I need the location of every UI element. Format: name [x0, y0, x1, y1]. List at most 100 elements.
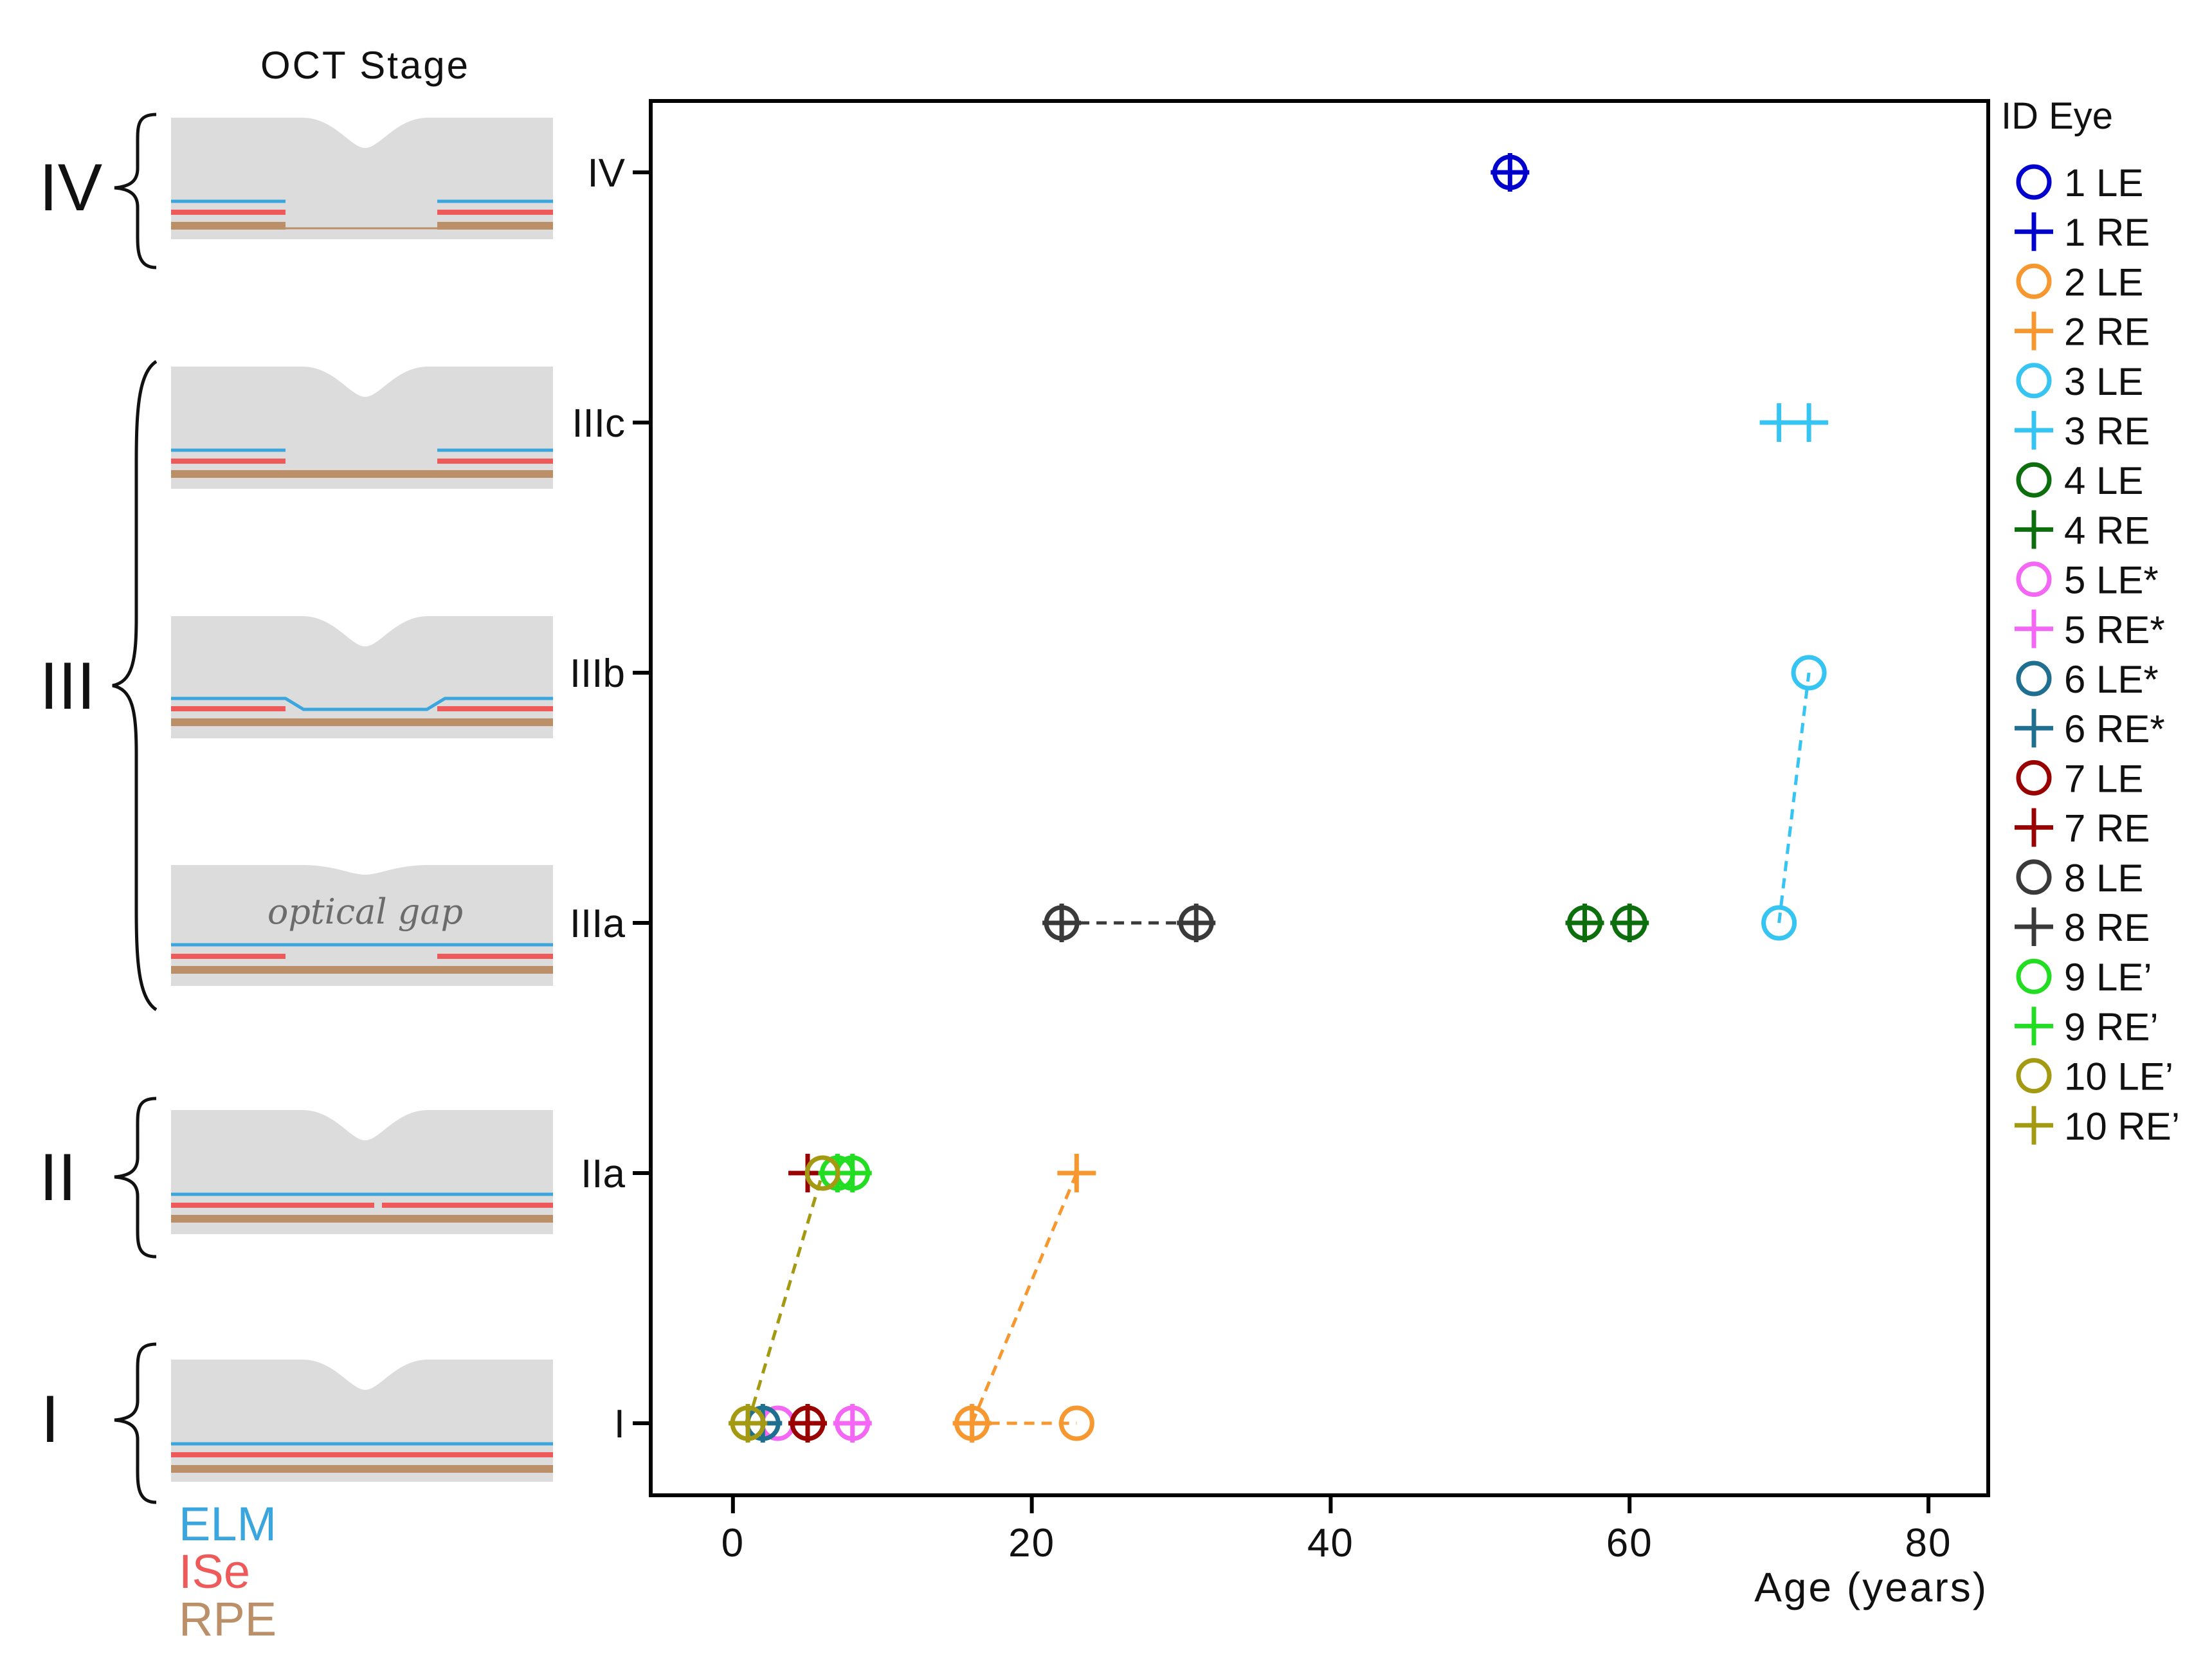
y-tick-label-iiic: IIIc	[572, 401, 625, 446]
stage-i-brace	[114, 1342, 157, 1504]
data-point-5-1	[1761, 905, 1797, 941]
data-markers	[729, 153, 1829, 1443]
legend-marker-14	[2015, 808, 2053, 847]
legend-label-5: 3 LE	[2064, 360, 2143, 403]
legend-label-2: 1 RE	[2064, 211, 2150, 254]
legend-marker-15	[2016, 859, 2052, 895]
x-axis: 0 20 40 60 80	[721, 1495, 1952, 1565]
legend-marker-17	[2016, 958, 2052, 994]
data-point-19-2	[804, 1155, 840, 1191]
data-point-3-2	[1058, 1405, 1094, 1441]
legend-label-6: 3 RE	[2064, 410, 2150, 453]
stage-iv-tissue	[171, 118, 553, 239]
legend-label-14: 7 RE	[2064, 807, 2150, 850]
data-point-20-1	[729, 1404, 768, 1443]
legend-label-18: 9 RE’	[2064, 1005, 2159, 1048]
legend-marker-11	[2016, 660, 2052, 697]
stage-iv-label: IV	[39, 150, 102, 225]
stage-i-label: I	[41, 1382, 60, 1457]
x-tick-label-80: 80	[1905, 1521, 1952, 1565]
optical-gap-label: optical gap	[267, 891, 463, 932]
data-point-14-1	[788, 1404, 828, 1443]
legend-label-19: 10 LE’	[2064, 1055, 2173, 1098]
stage-i-schematic: I	[41, 1342, 553, 1504]
legend-marker-1	[2016, 164, 2052, 200]
legend-label-16: 8 RE	[2064, 906, 2150, 949]
stage-iii-label: III	[40, 649, 96, 724]
data-point-16-2	[1177, 904, 1216, 942]
stage-i-tissue	[171, 1360, 553, 1482]
legend-marker-5	[2016, 363, 2052, 399]
data-point-2-1	[1491, 153, 1530, 192]
legend-marker-16	[2015, 907, 2053, 946]
legend-label-20: 10 RE’	[2064, 1105, 2180, 1148]
data-point-16-1	[1042, 904, 1082, 942]
stage-iv-schematic: IV	[39, 113, 553, 269]
legend-label-10: 5 RE*	[2064, 608, 2165, 651]
y-tick-label-iia: IIa	[581, 1152, 625, 1196]
stage-iiic-tissue	[171, 367, 553, 489]
legend-marker-19	[2016, 1058, 2052, 1094]
stage-iii-group: III	[40, 360, 158, 1012]
legend-label-8: 4 RE	[2064, 509, 2150, 552]
legend-label-12: 6 RE*	[2064, 707, 2165, 751]
data-point-8-1	[1565, 904, 1604, 942]
legend-marker-7	[2016, 462, 2052, 498]
legend-label-15: 8 LE	[2064, 857, 2143, 900]
legend-marker-8	[2015, 510, 2053, 549]
legend-marker-4	[2015, 311, 2053, 351]
data-point-6-2	[1790, 403, 1829, 442]
layer-legend: ELM ISe RPE	[179, 1497, 276, 1646]
stage-ii-schematic: II	[39, 1097, 553, 1259]
data-point-10-1	[833, 1404, 872, 1443]
legend-marker-6	[2015, 411, 2053, 450]
legend-label-17: 9 LE’	[2064, 956, 2152, 999]
legend-label-7: 4 LE	[2064, 459, 2143, 502]
legend-label-1: 1 LE	[2064, 161, 2143, 205]
connection-line-19-1	[746, 1172, 824, 1424]
x-tick-label-20: 20	[1008, 1521, 1055, 1565]
legend-marker-12	[2015, 709, 2053, 748]
x-axis-label: Age (years)	[1754, 1564, 1988, 1610]
y-tick-label-iiib: IIIb	[570, 651, 625, 696]
legend-label-3: 2 LE	[2064, 260, 2143, 304]
layer-legend-ise: ISe	[179, 1545, 250, 1598]
legend-marker-20	[2015, 1106, 2053, 1145]
layer-legend-rpe: RPE	[179, 1592, 276, 1646]
legend-label-11: 6 LE*	[2064, 658, 2159, 701]
legend-marker-13	[2016, 760, 2052, 796]
data-point-5-2	[1791, 655, 1827, 691]
legend-label-9: 5 LE*	[2064, 559, 2159, 602]
x-tick-label-40: 40	[1307, 1521, 1354, 1565]
diagram-title: OCT Stage	[260, 44, 470, 87]
legend-marker-2	[2015, 212, 2053, 251]
y-tick-label-iiia: IIIa	[570, 902, 626, 946]
connection-line-5-1	[1777, 672, 1811, 924]
y-tick-label-i: I	[614, 1402, 625, 1446]
stage-iiib-schematic	[171, 616, 553, 738]
legend-label-13: 7 LE	[2064, 757, 2143, 800]
stage-iiia-schematic: optical gap	[171, 865, 553, 986]
connection-line-4-1	[970, 1172, 1078, 1424]
data-point-4-1	[952, 1404, 992, 1443]
data-point-4-2	[1057, 1154, 1096, 1192]
stage-iv-brace	[114, 113, 157, 269]
x-tick-label-60: 60	[1606, 1521, 1653, 1565]
x-tick-label-0: 0	[721, 1521, 745, 1565]
legend-marker-18	[2015, 1007, 2053, 1046]
y-tick-label-iv: IV	[587, 151, 625, 196]
stage-iii-brace	[112, 360, 158, 1012]
data-point-8-2	[1610, 904, 1649, 942]
stage-iiib-elm	[171, 697, 553, 711]
legend-label-4: 2 RE	[2064, 311, 2150, 354]
layer-legend-elm: ELM	[179, 1497, 276, 1551]
stage-ii-brace	[114, 1097, 157, 1259]
legend-marker-3	[2016, 263, 2052, 299]
legend: 1 LE 1 RE 2 LE 2 RE 3 LE 3 RE 4 LE 4 RE 5 LE* 5 R…	[2015, 161, 2180, 1148]
connection-lines	[746, 672, 1811, 1425]
stage-iiic-schematic	[171, 367, 553, 489]
stage-ii-label: II	[39, 1140, 77, 1215]
plot-frame	[649, 99, 1990, 1497]
